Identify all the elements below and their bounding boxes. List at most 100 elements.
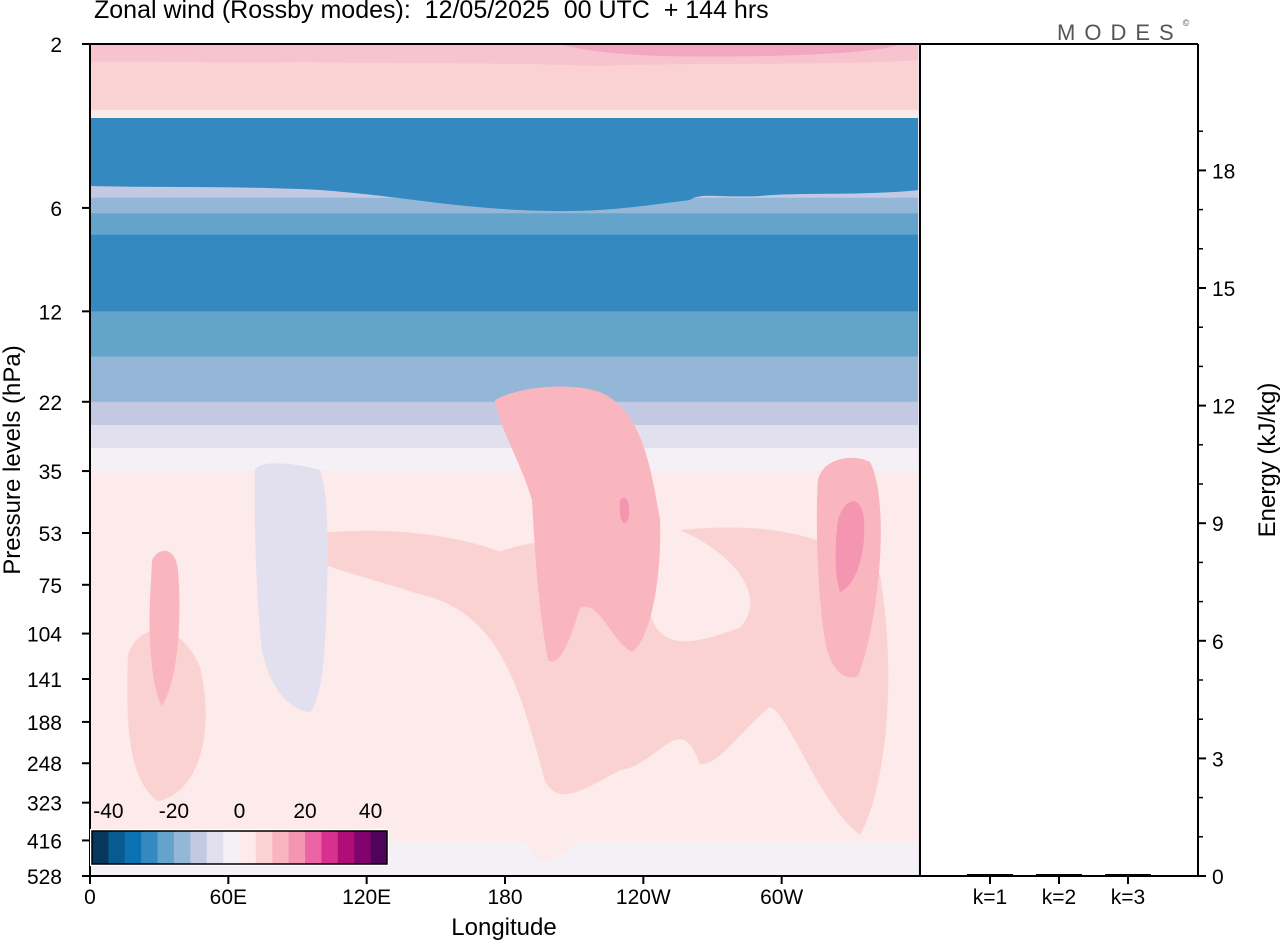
wind-band <box>90 66 920 75</box>
y-tick-label: 6 <box>50 198 62 221</box>
pink-cell-east-core <box>835 501 865 592</box>
wind-band <box>90 265 920 275</box>
wind-band <box>90 450 920 455</box>
y-tick-label: 188 <box>27 712 62 735</box>
x-tick-label: 60E <box>210 886 247 909</box>
colorbar-swatch <box>206 831 224 864</box>
energy-bars: k=1 k=2 k=3 <box>967 874 1151 909</box>
wind-band <box>90 96 920 106</box>
wind-band <box>90 367 920 380</box>
wind-band <box>90 442 920 449</box>
energy-bar-label: k=1 <box>973 886 1007 909</box>
energy-tick-label: 0 <box>1212 866 1224 889</box>
colorbar-swatch <box>190 831 208 864</box>
y-tick-label: 22 <box>39 392 62 415</box>
wind-band <box>90 478 920 488</box>
x-tick-label: 180 <box>487 886 522 909</box>
x-axis-title: Longitude <box>451 914 556 941</box>
energy-bar <box>967 874 1013 876</box>
colorbar-tick-label: 0 <box>234 800 246 823</box>
colorbar-swatch <box>305 831 322 864</box>
wind-contour-regions <box>90 44 920 712</box>
wind-band <box>90 109 920 116</box>
wind-band <box>90 494 920 503</box>
wind-band <box>90 258 920 267</box>
wind-band <box>90 288 920 297</box>
wind-band <box>90 273 920 282</box>
colorbar-tick-label: 40 <box>359 800 382 823</box>
wind-band <box>90 224 920 230</box>
y-tick-label: 141 <box>27 669 62 692</box>
energy-bar <box>1105 874 1151 876</box>
y-tick-label: 248 <box>27 753 62 776</box>
y-tick-label: 53 <box>39 523 62 546</box>
colorbar-swatch <box>321 831 339 864</box>
energy-tick-label: 15 <box>1212 278 1235 301</box>
wind-band <box>90 471 920 480</box>
x-tick-label: 120W <box>616 886 671 909</box>
colorbar-tick-label: -40 <box>93 800 123 823</box>
colorbar-swatch <box>108 831 126 864</box>
wind-band <box>90 281 920 290</box>
x-tick-label: 0 <box>84 886 96 909</box>
colorbar-swatch <box>255 831 273 864</box>
colorbar-swatch <box>124 831 142 864</box>
wind-band <box>90 333 920 346</box>
wind-band <box>90 322 920 335</box>
wind-band <box>90 303 920 312</box>
y-tick-label: 2 <box>50 34 62 57</box>
y-tick-label: 35 <box>39 461 62 484</box>
energy-bar-label: k=3 <box>1111 886 1145 909</box>
y-tick-label: 323 <box>27 793 62 816</box>
zonal-wind-heatmap <box>90 44 920 876</box>
wind-band <box>90 245 920 252</box>
pink-tongue-core <box>619 497 630 524</box>
colorbar-swatch <box>354 831 372 864</box>
wind-band <box>90 462 920 466</box>
colorbar-frame <box>91 830 388 865</box>
x-tick-label: 120E <box>342 886 391 909</box>
chart-title: Zonal wind (Rossby modes): 12/05/2025 00… <box>94 0 769 24</box>
energy-axis: 0 3 6 9 12 15 18 <box>1198 130 1235 889</box>
stratosphere-band <box>90 118 920 212</box>
y-tick-label: 416 <box>27 830 62 853</box>
wind-band <box>90 356 920 369</box>
y-tick-label: 528 <box>27 866 62 889</box>
energy-tick-label: 3 <box>1212 748 1224 771</box>
y-tick-label: 75 <box>39 575 62 598</box>
colorbar-swatch <box>239 831 257 864</box>
colorbar-swatch <box>223 831 240 864</box>
colorbar-swatch <box>337 831 355 864</box>
energy-tick-label: 9 <box>1212 513 1224 536</box>
colorbar-swatch <box>370 831 388 864</box>
wind-band <box>90 311 920 324</box>
wind-band <box>90 89 920 98</box>
wind-band <box>90 436 920 443</box>
pink-cell-west-outer <box>127 630 206 802</box>
y-tick-label: 12 <box>39 301 62 324</box>
colorbar-swatch <box>272 831 290 864</box>
wind-band <box>90 430 920 438</box>
colorbar: -40 -20 0 20 40 <box>90 800 389 866</box>
colorbar-tick-label: -20 <box>159 800 189 823</box>
lavender-region <box>254 463 328 712</box>
colorbar-tick-label: 20 <box>293 800 316 823</box>
longitude-axis: 0 60E 120E 180 120W 60W <box>84 876 803 909</box>
wind-band <box>90 213 920 220</box>
wind-band <box>90 448 920 452</box>
wind-band <box>90 218 920 225</box>
colorbar-swatch <box>157 831 175 864</box>
troposphere-light-pink-region <box>280 527 889 835</box>
energy-tick-label: 6 <box>1212 631 1224 654</box>
wind-band <box>90 240 920 247</box>
colorbar-swatch <box>288 831 306 864</box>
wind-band <box>90 74 920 83</box>
energy-tick-label: 12 <box>1212 396 1235 419</box>
colorbar-swatch <box>92 831 109 864</box>
wind-band <box>90 345 920 358</box>
wind-band <box>90 459 920 464</box>
energy-axis-title: Energy (kJ/kg) <box>1254 383 1280 538</box>
colorbar-swatch <box>173 831 191 864</box>
pink-cell-west <box>149 550 180 706</box>
y-axis-title: Pressure levels (hPa) <box>0 345 26 574</box>
